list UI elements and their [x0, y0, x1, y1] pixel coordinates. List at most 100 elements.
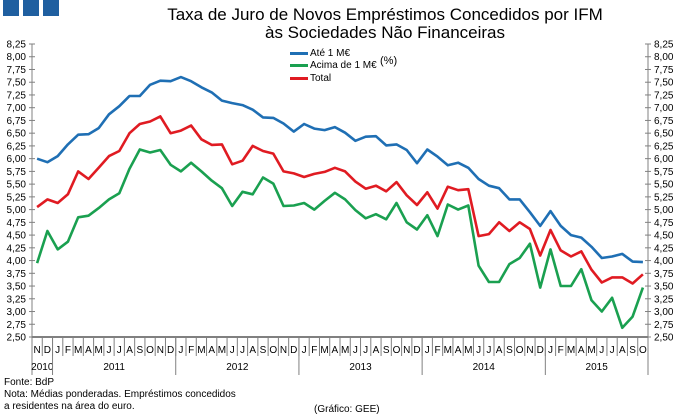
month-label: J	[302, 345, 307, 356]
y-tick-label-right: 8,25	[654, 40, 674, 51]
month-label: M	[587, 345, 595, 356]
y-tick-label-left: 2,75	[7, 320, 27, 331]
month-label: O	[639, 345, 647, 356]
y-tick-label-left: 3,00	[7, 307, 27, 318]
y-tick-label-left: 7,50	[7, 78, 27, 89]
y-tick-label-left: 4,00	[7, 256, 27, 267]
y-tick-label-right: 3,75	[654, 269, 674, 280]
month-label: F	[65, 345, 71, 356]
y-tick-label-left: 5,75	[7, 167, 27, 178]
month-label: J	[363, 345, 368, 356]
y-tick-label-left: 5,25	[7, 192, 27, 203]
month-label: N	[280, 345, 287, 356]
month-label: J	[425, 345, 430, 356]
y-tick-label-left: 5,50	[7, 180, 27, 191]
month-label: S	[383, 345, 390, 356]
y-tick-label-right: 3,25	[654, 294, 674, 305]
month-label: A	[85, 345, 92, 356]
month-label: M	[95, 345, 103, 356]
y-tick-label-right: 4,00	[654, 256, 674, 267]
month-label: A	[126, 345, 133, 356]
month-label: A	[578, 345, 585, 356]
month-label: O	[393, 345, 401, 356]
y-tick-label-right: 7,75	[654, 65, 674, 76]
y-tick-label-left: 6,25	[7, 141, 27, 152]
y-tick-label-right: 6,25	[654, 141, 674, 152]
month-label: A	[496, 345, 503, 356]
y-tick-label-left: 4,50	[7, 231, 27, 242]
month-label: F	[188, 345, 194, 356]
month-label: O	[269, 345, 277, 356]
y-tick-label-left: 8,00	[7, 52, 27, 63]
month-label: D	[167, 345, 174, 356]
month-label: S	[506, 345, 513, 356]
month-label: O	[146, 345, 154, 356]
month-label: D	[413, 345, 420, 356]
y-tick-label-left: 5,00	[7, 205, 27, 216]
month-label: M	[464, 345, 472, 356]
month-label: A	[208, 345, 215, 356]
chart-credit: (Gráfico: GEE)	[314, 404, 380, 417]
source-note: Fonte: BdP	[4, 377, 54, 390]
y-tick-label-right: 7,50	[654, 78, 674, 89]
month-label: J	[610, 345, 615, 356]
month-label: F	[558, 345, 564, 356]
y-tick-label-right: 2,50	[654, 333, 674, 344]
y-tick-label-right: 5,00	[654, 205, 674, 216]
y-tick-label-right: 6,50	[654, 129, 674, 140]
y-tick-label-right: 7,00	[654, 103, 674, 114]
month-label: A	[619, 345, 626, 356]
month-label: M	[218, 345, 226, 356]
month-label: S	[136, 345, 143, 356]
y-tick-label-right: 4,50	[654, 231, 674, 242]
y-tick-label-left: 3,75	[7, 269, 27, 280]
month-label: J	[548, 345, 553, 356]
month-label: J	[486, 345, 491, 356]
month-label: M	[74, 345, 82, 356]
y-tick-label-right: 5,25	[654, 192, 674, 203]
y-tick-label-right: 4,75	[654, 218, 674, 229]
month-label: J	[178, 345, 183, 356]
y-tick-label-left: 3,50	[7, 282, 27, 293]
note-line2: a residentes na área do euro.	[4, 401, 135, 414]
month-label: A	[332, 345, 339, 356]
series-line-acima-1m	[37, 150, 643, 328]
month-label: O	[516, 345, 524, 356]
y-tick-label-left: 6,75	[7, 116, 27, 127]
y-tick-label-right: 7,25	[654, 90, 674, 101]
month-label: J	[230, 345, 235, 356]
y-tick-label-left: 8,25	[7, 40, 27, 51]
month-label: M	[567, 345, 575, 356]
y-tick-label-right: 5,50	[654, 180, 674, 191]
month-label: D	[44, 345, 51, 356]
month-label: N	[526, 345, 533, 356]
year-label: 2015	[586, 362, 609, 373]
y-tick-label-right: 6,00	[654, 154, 674, 165]
y-tick-label-left: 4,25	[7, 243, 27, 254]
month-label: D	[537, 345, 544, 356]
month-label: J	[240, 345, 245, 356]
y-tick-label-left: 7,75	[7, 65, 27, 76]
month-label: M	[197, 345, 205, 356]
year-label: 2012	[226, 362, 249, 373]
y-tick-label-left: 6,00	[7, 154, 27, 165]
month-label: J	[353, 345, 358, 356]
y-tick-label-left: 2,50	[7, 333, 27, 344]
month-label: N	[403, 345, 410, 356]
month-label: D	[290, 345, 297, 356]
y-tick-label-left: 7,25	[7, 90, 27, 101]
month-label: S	[260, 345, 267, 356]
y-tick-label-right: 2,75	[654, 320, 674, 331]
note-line1: Nota: Médias ponderadas. Empréstimos con…	[4, 389, 236, 402]
month-label: M	[444, 345, 452, 356]
year-label: 2010	[31, 362, 54, 373]
year-label: 2014	[473, 362, 496, 373]
y-tick-label-right: 8,00	[654, 52, 674, 63]
month-label: A	[455, 345, 462, 356]
month-label: S	[629, 345, 636, 356]
month-label: A	[249, 345, 256, 356]
month-label: N	[34, 345, 41, 356]
y-tick-label-left: 6,50	[7, 129, 27, 140]
y-tick-label-left: 4,75	[7, 218, 27, 229]
